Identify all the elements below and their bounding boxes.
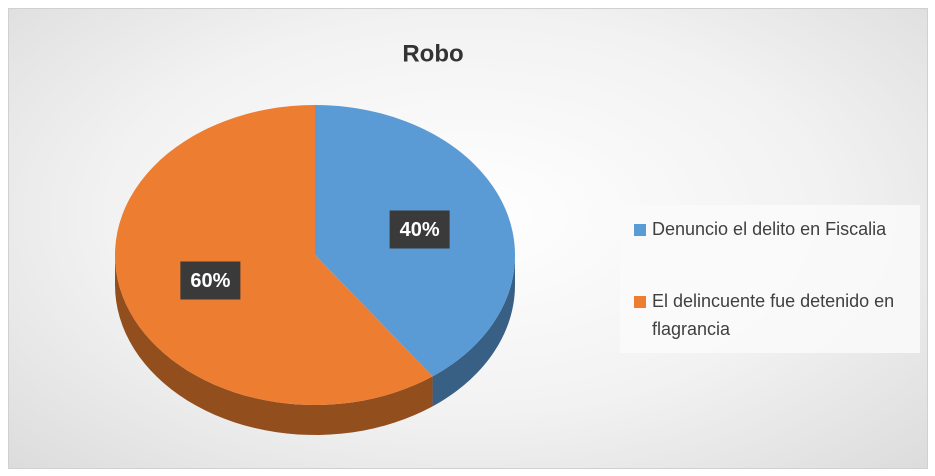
data-label: 40%	[400, 219, 440, 241]
legend-entry: Denuncio el delito en Fiscalia	[634, 215, 932, 243]
data-label-box	[180, 261, 241, 300]
legend: Denuncio el delito en Fiscalia El delincu…	[620, 205, 920, 353]
legend-entry: El delincuente fue detenido en flagranci…	[634, 287, 932, 343]
legend-label: El delincuente fue detenido en flagranci…	[652, 291, 895, 339]
slice-side	[432, 255, 515, 407]
slice-side	[115, 255, 433, 435]
legend-label: Denuncio el delito en Fiscalia	[652, 219, 887, 239]
data-label-box	[389, 210, 450, 249]
slice	[114, 105, 433, 405]
legend-swatch	[634, 224, 646, 236]
data-label: 60%	[190, 270, 230, 292]
legend-swatch	[634, 296, 646, 308]
chart-title: Robo	[402, 40, 463, 67]
